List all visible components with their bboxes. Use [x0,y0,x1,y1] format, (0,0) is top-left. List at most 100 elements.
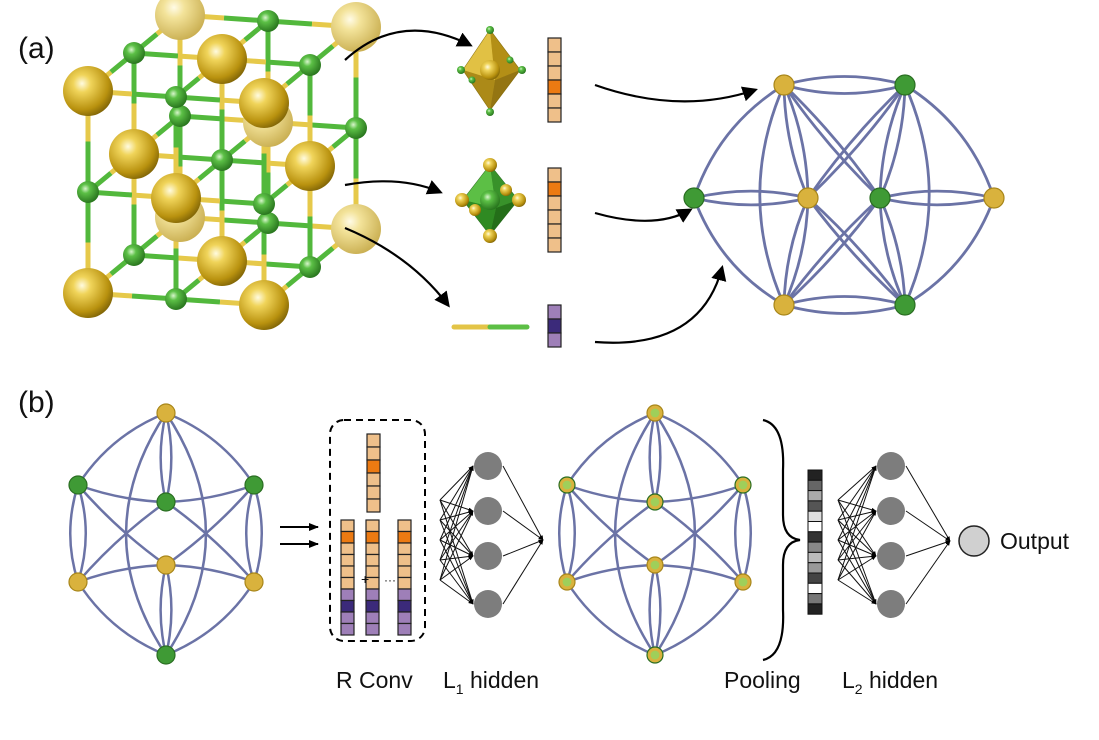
green-atom [345,117,367,139]
graph-edge [165,411,256,486]
l2-rest: hidden [863,667,938,693]
graph-node [797,187,819,209]
graph-edge [734,484,745,583]
gold-atom [109,129,159,179]
vector-cell [340,576,355,590]
graph-edge [164,412,173,503]
connection-in [837,555,877,581]
graph-edge [782,197,810,306]
hidden-node [877,542,905,570]
atom-vector-top [366,433,381,513]
vector-cell [547,79,562,95]
hidden-node [877,590,905,618]
green-atom [253,193,275,215]
l1-hidden-label: L1 hidden [443,667,539,697]
graph-edge [76,411,167,486]
vector-cell [340,565,355,579]
pooling-label: Pooling [724,667,801,693]
connection-in [837,510,877,521]
connection-in [837,579,877,605]
vector-cell [365,611,380,625]
gold-atom [63,66,113,116]
graph-edge [693,196,809,207]
graph-node [244,572,264,592]
connection-in [439,499,474,557]
concat-vector-3 [397,519,412,636]
hidden-node [877,452,905,480]
connection-in [439,519,474,557]
graph-edge [692,197,785,307]
graph-edges [692,75,996,315]
graph-edge [245,484,256,583]
vector-cell [547,37,562,53]
graph-node [773,294,795,316]
connection-out [905,465,951,542]
rconv-label: R Conv [336,667,413,693]
graph-node [68,572,88,592]
panel-label-b: (b) [18,386,55,419]
graph-edge [654,500,744,583]
pooled-cell [807,541,823,553]
green-atom [211,149,233,171]
gold-octahedron [457,26,526,116]
graph-edge [783,197,882,307]
graph-node [869,187,891,209]
connection-in [439,555,474,581]
connection-in [439,510,474,541]
graph-edge [904,83,996,199]
connection-in [837,465,877,521]
vector-cell [547,65,562,81]
graph-edge [159,412,168,503]
connection-in [837,499,877,605]
panel-label-a: (a) [18,32,55,65]
graph-edge [653,564,662,656]
pooled-cell [807,500,823,512]
graph-edge [807,84,907,200]
connection-in [837,510,877,541]
hidden-layer-1 [439,452,544,618]
crystal-structure [63,0,381,330]
vector-cell [340,611,355,625]
connection-in [837,519,877,605]
graph-edge [77,484,167,567]
graph-edge [565,411,656,486]
graph-edge [165,500,255,583]
graph-edges [69,411,263,657]
vector-cell [397,542,412,556]
graph-edge [783,75,906,87]
gold-atom [285,141,335,191]
feature-arrows [344,29,758,344]
pooled-cell [807,531,823,543]
connection-in [837,465,877,561]
concat-vector-1 [340,519,355,636]
gold-atom [331,204,381,254]
vector-cell [365,542,380,556]
connection-in [439,510,474,581]
green-atom [299,54,321,76]
graph-edge [904,197,996,307]
graph-edge [76,484,87,583]
graph-edge [758,84,786,306]
gold-atom [151,173,201,223]
graph-nodes [558,404,752,664]
graph-edge [565,484,576,583]
crystal-graph-updated [558,404,752,664]
connection-in [837,465,877,581]
vector-cell [547,318,562,334]
graph-node-core [650,408,660,418]
graph-edge [566,484,656,567]
double-arrow [280,523,319,548]
net-connections [439,465,544,605]
vector-cell [547,304,562,320]
hidden-node [877,497,905,525]
arrow-to-graph-2 [594,208,693,223]
graph-edge [565,581,656,657]
vector-cell [547,195,562,211]
graph-edge [879,196,995,207]
l2-hidden-label: L2 hidden [842,667,938,697]
l1-subscript: 1 [456,681,464,697]
output-node [958,525,990,557]
graph-edge [252,484,263,583]
vector-cell [547,237,562,253]
atom-feature-vector-green [547,167,562,253]
